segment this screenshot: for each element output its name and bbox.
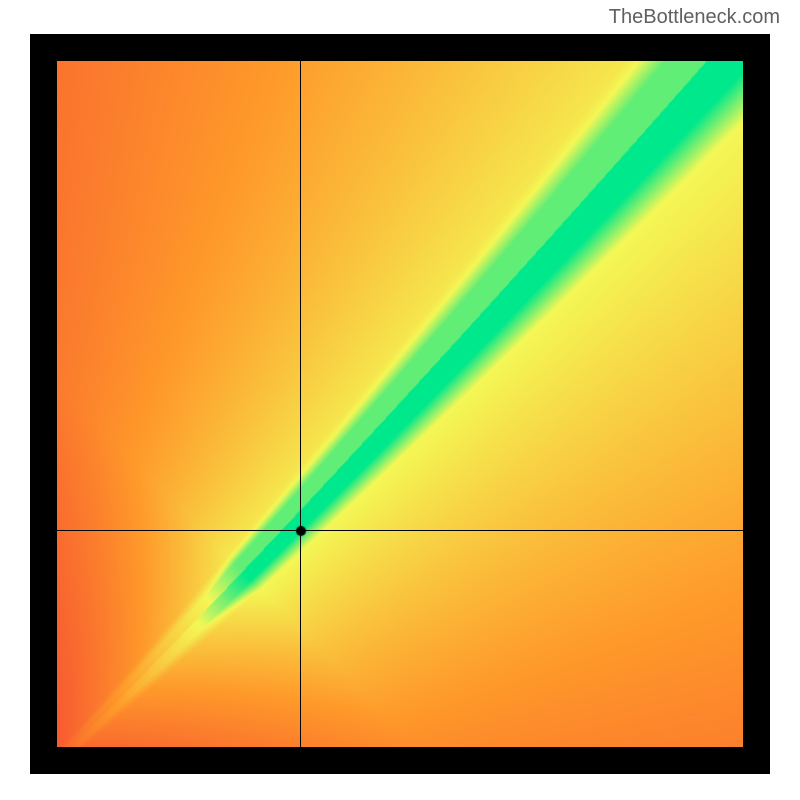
crosshair-horizontal <box>57 530 743 531</box>
heatmap-canvas <box>57 61 743 747</box>
attribution-text: TheBottleneck.com <box>609 6 780 29</box>
chart-container: TheBottleneck.com <box>0 0 800 800</box>
crosshair-vertical <box>300 61 301 747</box>
chart-frame <box>30 34 770 774</box>
crosshair-dot <box>295 525 307 537</box>
